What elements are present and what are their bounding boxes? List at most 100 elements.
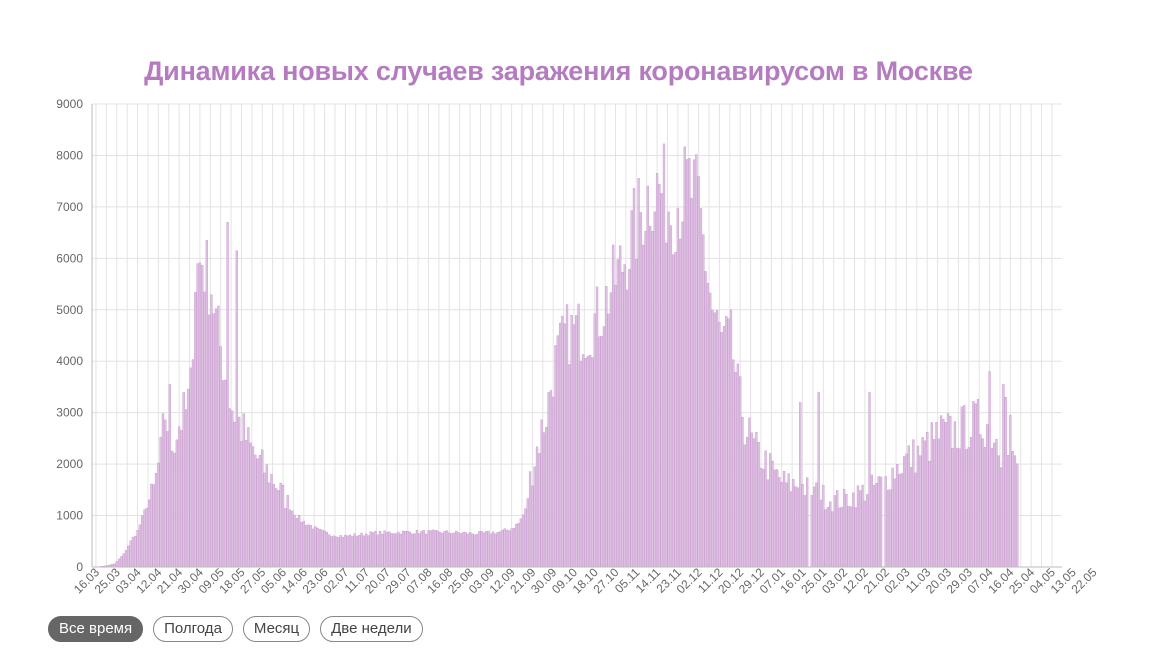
- range-button-all-time[interactable]: Все время: [48, 616, 144, 642]
- bar: [1002, 384, 1005, 568]
- bar: [829, 501, 832, 568]
- bar: [997, 455, 1000, 568]
- bar: [817, 391, 820, 568]
- bar: [875, 482, 878, 568]
- bar: [353, 533, 356, 568]
- bar: [824, 509, 827, 568]
- bar: [411, 533, 414, 568]
- bar: [166, 431, 169, 568]
- bar: [743, 444, 746, 568]
- y-tick-labels: 0 1000 2000 3000 4000 5000 6000 7000 8000 9000: [56, 97, 83, 574]
- bar: [233, 421, 236, 568]
- bar: [376, 534, 379, 568]
- bar: [332, 535, 335, 568]
- bar: [404, 531, 407, 568]
- bar: [794, 486, 797, 568]
- bar: [390, 533, 393, 568]
- bar: [711, 309, 714, 568]
- range-button-two-weeks[interactable]: Две недели: [320, 616, 423, 642]
- bar: [528, 471, 532, 568]
- bar: [247, 427, 250, 568]
- bar: [351, 536, 354, 568]
- bar: [512, 528, 516, 568]
- bar: [780, 482, 783, 568]
- bar: [646, 185, 649, 568]
- bar: [849, 506, 853, 568]
- bar: [655, 173, 659, 568]
- bar: [418, 533, 421, 568]
- bar: [967, 447, 970, 568]
- bar: [570, 315, 573, 568]
- bar: [889, 489, 892, 568]
- bar: [986, 424, 989, 568]
- bar: [346, 535, 349, 568]
- bar: [949, 415, 952, 568]
- bar: [445, 530, 449, 568]
- y-tick-label: 1000: [56, 509, 83, 523]
- bar: [258, 455, 262, 568]
- range-button-month[interactable]: Месяц: [242, 616, 311, 642]
- bar: [637, 178, 640, 568]
- bar: [475, 534, 479, 568]
- bar: [586, 356, 589, 568]
- bar: [334, 536, 338, 568]
- bar: [150, 483, 153, 568]
- bar: [134, 535, 137, 568]
- bar: [582, 354, 585, 568]
- bar: [281, 485, 285, 568]
- bar: [254, 454, 257, 568]
- bar: [323, 530, 326, 568]
- bar: [501, 529, 504, 568]
- bar: [261, 449, 264, 568]
- bar: [309, 525, 312, 568]
- bar: [699, 208, 703, 568]
- bar: [307, 524, 310, 568]
- bar: [868, 391, 871, 568]
- bar: [194, 292, 197, 568]
- bar: [579, 360, 583, 568]
- bar: [291, 510, 294, 568]
- bar: [304, 524, 308, 568]
- bar: [381, 533, 384, 568]
- bar: [886, 489, 890, 568]
- bar: [408, 531, 412, 568]
- bar: [431, 529, 435, 568]
- bar: [639, 212, 643, 568]
- bar: [542, 432, 546, 568]
- bar: [900, 473, 903, 568]
- bar: [810, 495, 813, 568]
- bar: [720, 332, 723, 568]
- bar: [822, 485, 825, 568]
- bar: [826, 507, 830, 568]
- y-tick-label: 3000: [56, 406, 83, 420]
- bar: [159, 436, 162, 568]
- bar: [184, 409, 188, 568]
- bar: [919, 455, 922, 568]
- bar: [494, 533, 497, 568]
- bar: [577, 303, 580, 568]
- bar: [1006, 455, 1010, 568]
- bar: [609, 292, 613, 568]
- bar: [762, 468, 765, 568]
- bar: [173, 452, 176, 568]
- bar: [990, 448, 994, 568]
- bar: [224, 379, 227, 568]
- bar: [461, 532, 465, 568]
- bar: [1011, 451, 1014, 568]
- bar: [672, 254, 675, 568]
- bar: [812, 486, 816, 568]
- bar: [591, 357, 594, 568]
- bar: [741, 416, 744, 568]
- bar: [939, 415, 943, 568]
- bar: [547, 392, 550, 568]
- bar: [764, 450, 767, 568]
- bar: [311, 528, 315, 568]
- bar: [141, 515, 144, 568]
- bar: [385, 532, 389, 568]
- bar: [471, 533, 474, 568]
- bar: [552, 396, 555, 568]
- bar: [893, 478, 897, 568]
- range-button-half-year[interactable]: Полгода: [153, 616, 233, 642]
- bar: [630, 210, 633, 568]
- bar: [870, 474, 873, 568]
